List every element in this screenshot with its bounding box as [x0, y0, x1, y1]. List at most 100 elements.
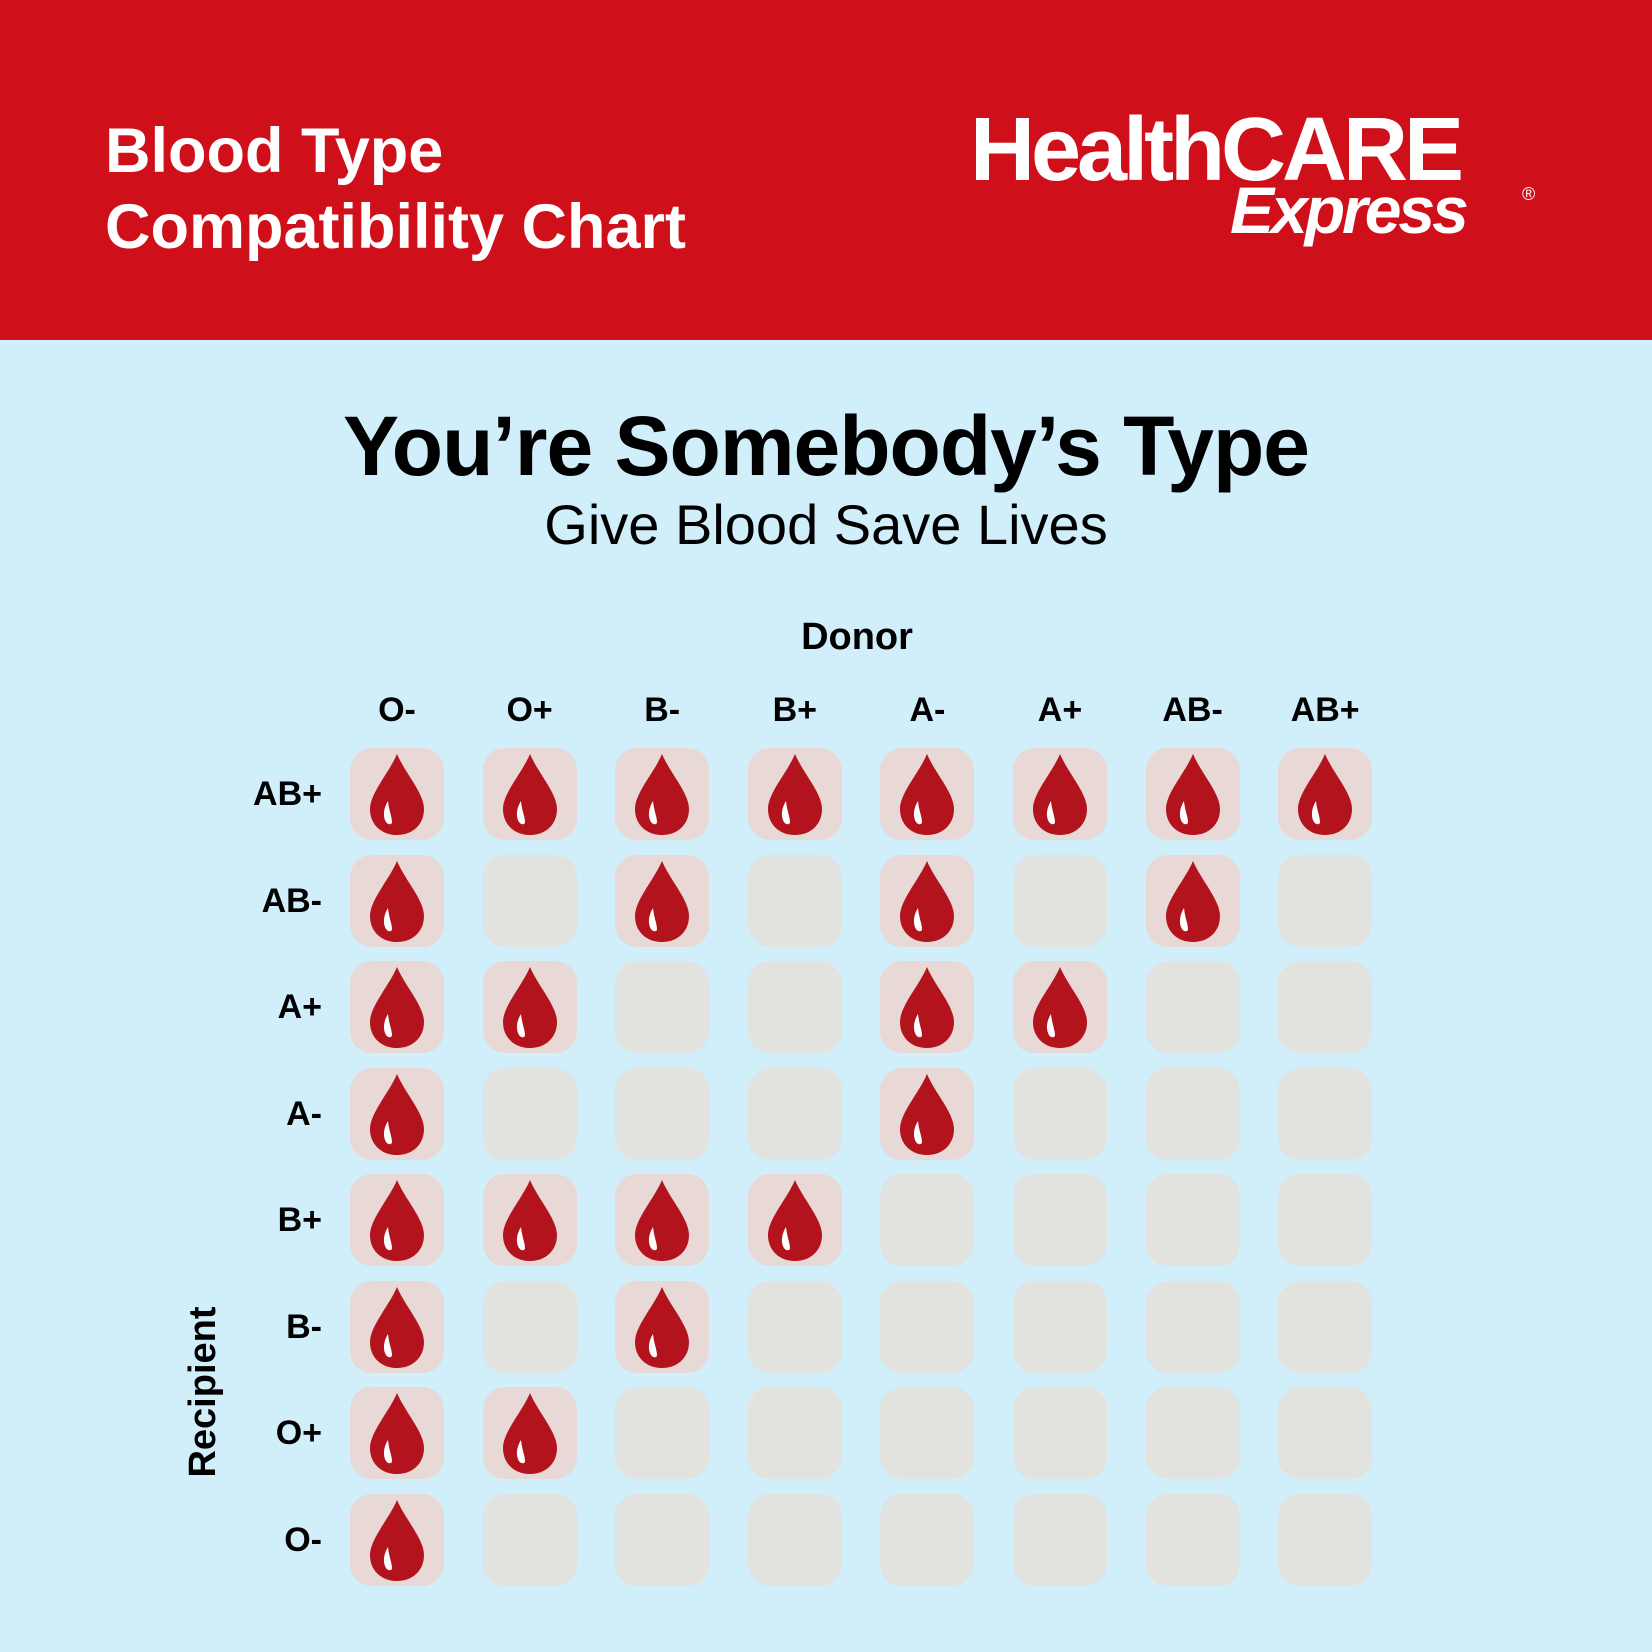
incompatible-cell	[1013, 1067, 1107, 1160]
blood-drop-highlight	[383, 801, 392, 825]
blood-drop-icon	[502, 967, 557, 1048]
blood-drop-icon	[370, 754, 424, 835]
main-content: You’re Somebody’s Type Give Blood Save L…	[0, 340, 1652, 1652]
blood-drop-shape	[635, 860, 690, 942]
chart-title-line2: Compatibility Chart	[105, 192, 687, 262]
compatible-cell	[1145, 854, 1240, 947]
blood-drop-shape	[767, 754, 822, 835]
blood-drop-shape	[635, 1180, 690, 1261]
recipient-row-label: A-	[286, 1094, 322, 1133]
donor-column-label: AB+	[1290, 691, 1360, 729]
incompatible-cell	[1278, 961, 1373, 1053]
blood-drop-shape	[1165, 754, 1220, 835]
incompatible-cell	[482, 1067, 577, 1160]
recipient-row-label: AB+	[253, 775, 322, 813]
blood-drop-icon	[635, 860, 690, 942]
incompatible-cell	[1278, 1493, 1373, 1586]
blood-drop-icon	[900, 1073, 955, 1155]
incompatible-cell	[747, 1493, 842, 1586]
blood-drop-icon	[370, 1180, 424, 1261]
blood-drop-highlight	[914, 1120, 923, 1144]
blood-drop-icon	[370, 1499, 424, 1581]
donor-column-label: A+	[1037, 691, 1083, 729]
incompatible-cell	[880, 1493, 975, 1586]
blood-drop-icon	[370, 1073, 424, 1155]
incompatible-cell	[1145, 1280, 1240, 1373]
compatible-cell	[615, 748, 710, 840]
blood-drop-highlight	[383, 1227, 392, 1251]
header-banner: Blood Type Compatibility Chart HealthCAR…	[0, 0, 1652, 340]
blood-drop-icon	[370, 1393, 424, 1474]
blood-drop-icon	[767, 1180, 822, 1261]
blood-drop-shape	[1298, 754, 1353, 835]
blood-drop-highlight	[1179, 801, 1188, 825]
compatible-cell	[880, 1067, 975, 1160]
blood-drop-icon	[502, 754, 557, 835]
blood-drop-shape	[502, 967, 557, 1048]
registered-mark: ®	[1522, 184, 1536, 204]
healthcare-express-logo: HealthCARE Express ®	[970, 105, 1570, 255]
incompatible-cell	[747, 854, 842, 947]
incompatible-cell	[615, 1387, 710, 1479]
blood-drop-icon	[370, 860, 424, 942]
blood-drop-shape	[370, 1499, 424, 1581]
blood-drop-highlight	[649, 801, 658, 825]
blood-drop-shape	[370, 1073, 424, 1155]
incompatible-cell	[747, 1067, 842, 1160]
incompatible-cell	[482, 1493, 577, 1586]
incompatible-cell	[1145, 1174, 1240, 1266]
donor-column-label: O+	[506, 691, 553, 729]
blood-drop-shape	[900, 754, 955, 835]
blood-drop-highlight	[383, 907, 392, 931]
incompatible-cell	[1013, 1280, 1107, 1373]
blood-drop-shape	[1033, 967, 1087, 1048]
incompatible-cell	[482, 1280, 577, 1373]
blood-drop-icon	[1298, 754, 1353, 835]
incompatible-cell	[1278, 1280, 1373, 1373]
blood-drop-shape	[900, 967, 955, 1048]
blood-drop-icon	[1033, 967, 1087, 1048]
headline: You’re Somebody’s Type	[343, 399, 1310, 493]
recipient-row-label: AB-	[261, 881, 322, 920]
compatible-cell	[482, 748, 577, 840]
blood-drop-highlight	[1046, 1014, 1055, 1038]
recipient-row-label: A+	[277, 988, 322, 1026]
blood-drop-icon	[900, 754, 955, 835]
blood-drop-icon	[900, 860, 955, 942]
blood-drop-shape	[900, 1073, 955, 1155]
incompatible-cell	[615, 1493, 710, 1586]
incompatible-cell	[615, 1067, 710, 1160]
blood-drop-icon	[767, 754, 822, 835]
blood-drop-highlight	[781, 1227, 790, 1251]
blood-drop-highlight	[649, 907, 658, 931]
blood-drop-shape	[1165, 860, 1220, 942]
blood-drop-shape	[900, 860, 955, 942]
blood-drop-shape	[370, 1180, 424, 1261]
blood-drop-highlight	[1179, 907, 1188, 931]
donor-axis-label: Donor	[801, 616, 913, 658]
incompatible-cell	[1013, 1387, 1107, 1479]
blood-drop-shape	[502, 1180, 557, 1261]
incompatible-cell	[1013, 1493, 1107, 1586]
incompatible-cell	[1145, 1067, 1240, 1160]
incompatible-cell	[747, 961, 842, 1053]
compatible-cell	[1013, 748, 1107, 840]
incompatible-cell	[747, 1387, 842, 1479]
blood-drop-highlight	[383, 1014, 392, 1038]
blood-drop-icon	[1165, 860, 1220, 942]
blood-drop-highlight	[383, 1120, 392, 1144]
compatible-cell	[482, 961, 577, 1053]
blood-drop-shape	[502, 1393, 557, 1474]
donor-column-label: AB-	[1162, 691, 1223, 729]
blood-drop-highlight	[1046, 801, 1055, 825]
recipient-row-label: B+	[277, 1201, 322, 1239]
compatible-cell	[350, 1387, 444, 1479]
subheadline: Give Blood Save Lives	[544, 493, 1108, 556]
compatible-cell	[350, 1493, 444, 1586]
incompatible-cell	[1013, 854, 1107, 947]
blood-drop-shape	[767, 1180, 822, 1261]
logo-express-text: Express	[1230, 173, 1469, 247]
recipient-row-label: B-	[286, 1307, 322, 1346]
blood-drop-icon	[1165, 754, 1220, 835]
compatible-cell	[880, 854, 975, 947]
